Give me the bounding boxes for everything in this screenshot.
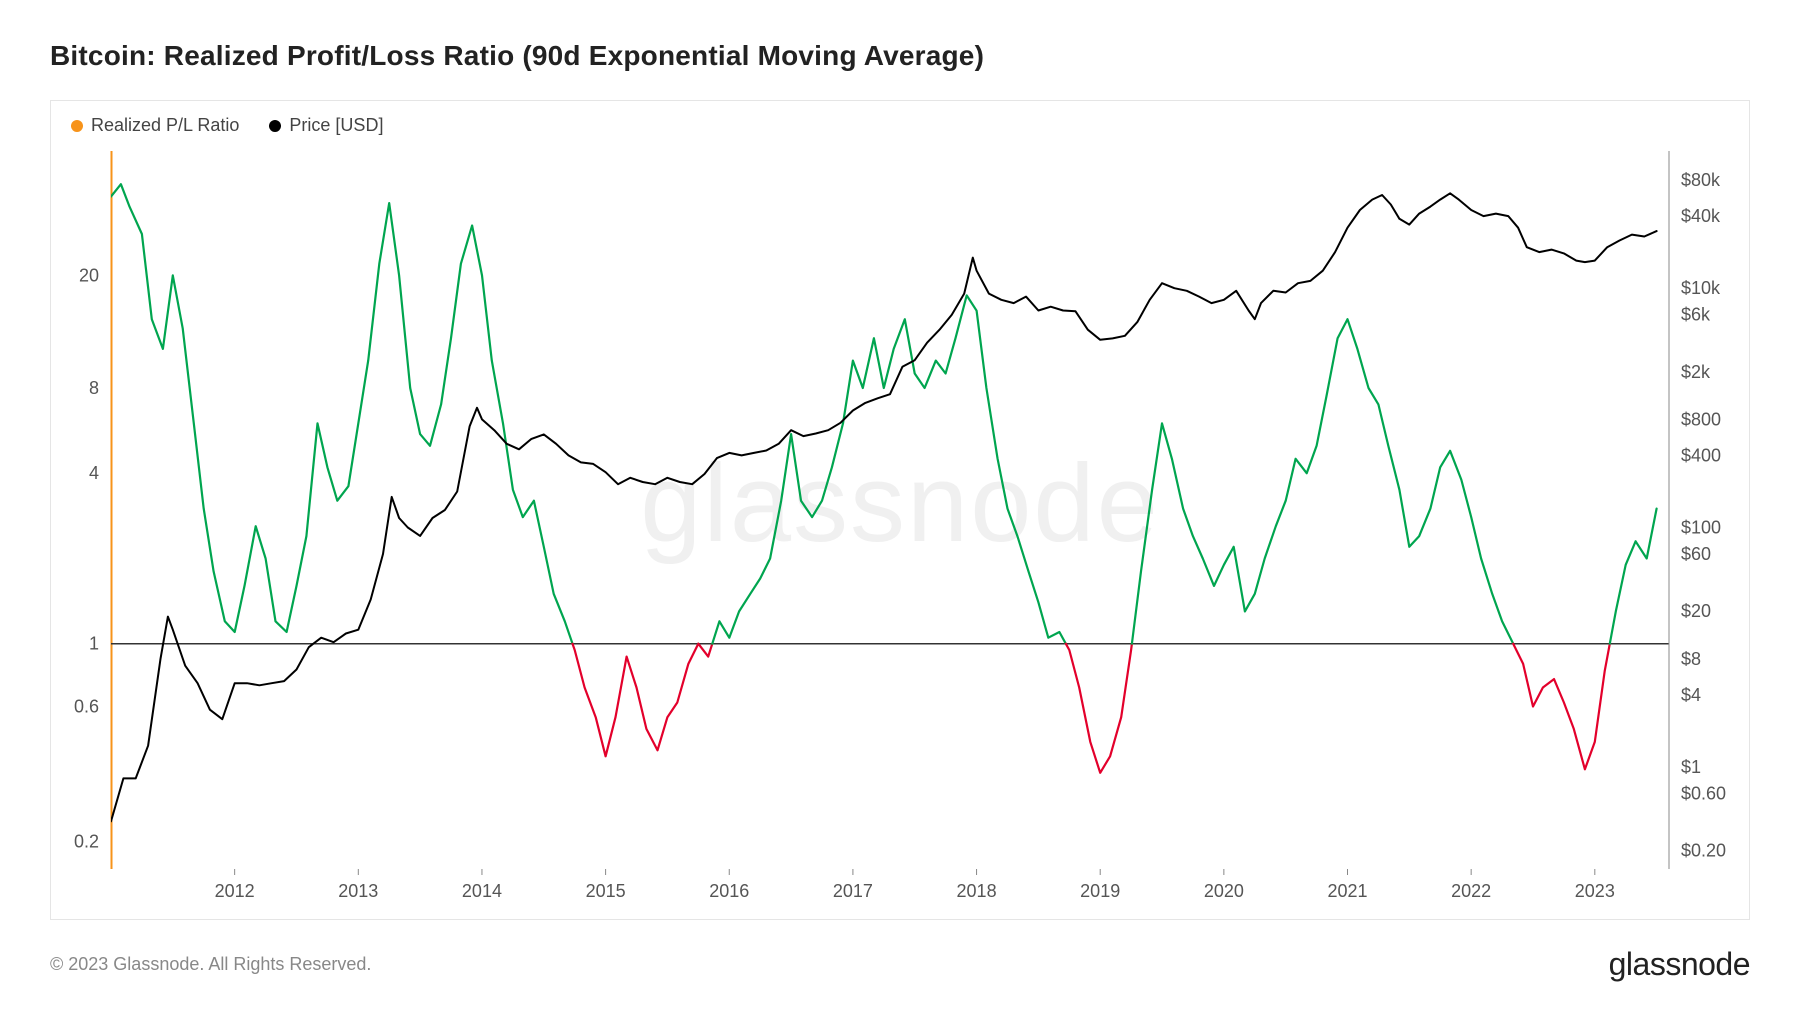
plot-area: 2012201320142015201620172018201920202021… <box>111 151 1669 869</box>
legend-item-price: Price [USD] <box>269 115 383 136</box>
svg-text:2015: 2015 <box>586 881 626 901</box>
svg-text:$100: $100 <box>1681 517 1721 537</box>
copyright: © 2023 Glassnode. All Rights Reserved. <box>50 954 371 975</box>
svg-text:2020: 2020 <box>1204 881 1244 901</box>
svg-text:$40k: $40k <box>1681 206 1721 226</box>
svg-text:2019: 2019 <box>1080 881 1120 901</box>
legend-dot-price <box>269 120 281 132</box>
svg-text:2016: 2016 <box>709 881 749 901</box>
chart-container: Bitcoin: Realized Profit/Loss Ratio (90d… <box>0 0 1800 1013</box>
svg-text:$1: $1 <box>1681 757 1701 777</box>
svg-text:1: 1 <box>89 634 99 654</box>
svg-text:2022: 2022 <box>1451 881 1491 901</box>
legend: Realized P/L Ratio Price [USD] <box>71 115 383 136</box>
svg-text:$6k: $6k <box>1681 305 1711 325</box>
svg-text:$2k: $2k <box>1681 362 1711 382</box>
legend-item-ratio: Realized P/L Ratio <box>71 115 239 136</box>
svg-text:$8: $8 <box>1681 649 1701 669</box>
chart-title: Bitcoin: Realized Profit/Loss Ratio (90d… <box>50 40 1750 72</box>
svg-text:2013: 2013 <box>338 881 378 901</box>
svg-text:2014: 2014 <box>462 881 502 901</box>
svg-text:2012: 2012 <box>215 881 255 901</box>
legend-label-price: Price [USD] <box>289 115 383 136</box>
svg-text:2017: 2017 <box>833 881 873 901</box>
svg-text:2023: 2023 <box>1575 881 1615 901</box>
legend-label-ratio: Realized P/L Ratio <box>91 115 239 136</box>
svg-text:2018: 2018 <box>957 881 997 901</box>
svg-text:$400: $400 <box>1681 445 1721 465</box>
svg-text:$10k: $10k <box>1681 278 1721 298</box>
footer: © 2023 Glassnode. All Rights Reserved. g… <box>50 946 1750 983</box>
legend-dot-ratio <box>71 120 83 132</box>
svg-text:20: 20 <box>79 265 99 285</box>
svg-text:$800: $800 <box>1681 409 1721 429</box>
svg-text:0.6: 0.6 <box>74 696 99 716</box>
svg-text:$60: $60 <box>1681 544 1711 564</box>
svg-text:$80k: $80k <box>1681 170 1721 190</box>
chart-frame: Realized P/L Ratio Price [USD] glassnode… <box>50 100 1750 920</box>
svg-text:$4: $4 <box>1681 685 1701 705</box>
svg-text:0.2: 0.2 <box>74 832 99 852</box>
plot-svg: 2012201320142015201620172018201920202021… <box>111 151 1669 869</box>
svg-text:8: 8 <box>89 378 99 398</box>
svg-text:$0.60: $0.60 <box>1681 783 1726 803</box>
svg-text:2021: 2021 <box>1327 881 1367 901</box>
svg-text:$20: $20 <box>1681 601 1711 621</box>
brand-logo: glassnode <box>1609 946 1750 983</box>
svg-text:4: 4 <box>89 463 99 483</box>
svg-text:$0.20: $0.20 <box>1681 840 1726 860</box>
